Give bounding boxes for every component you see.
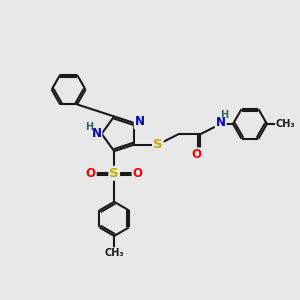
Text: O: O [86, 167, 96, 180]
Text: H: H [85, 122, 93, 132]
Text: N: N [92, 127, 101, 140]
Text: N: N [216, 116, 226, 129]
Text: N: N [135, 115, 145, 128]
Text: CH₃: CH₃ [104, 248, 124, 258]
Text: O: O [192, 148, 202, 161]
Text: CH₃: CH₃ [276, 119, 295, 129]
Text: H: H [220, 110, 228, 119]
Text: S: S [153, 138, 163, 151]
Text: S: S [110, 167, 119, 180]
Text: O: O [133, 167, 142, 180]
